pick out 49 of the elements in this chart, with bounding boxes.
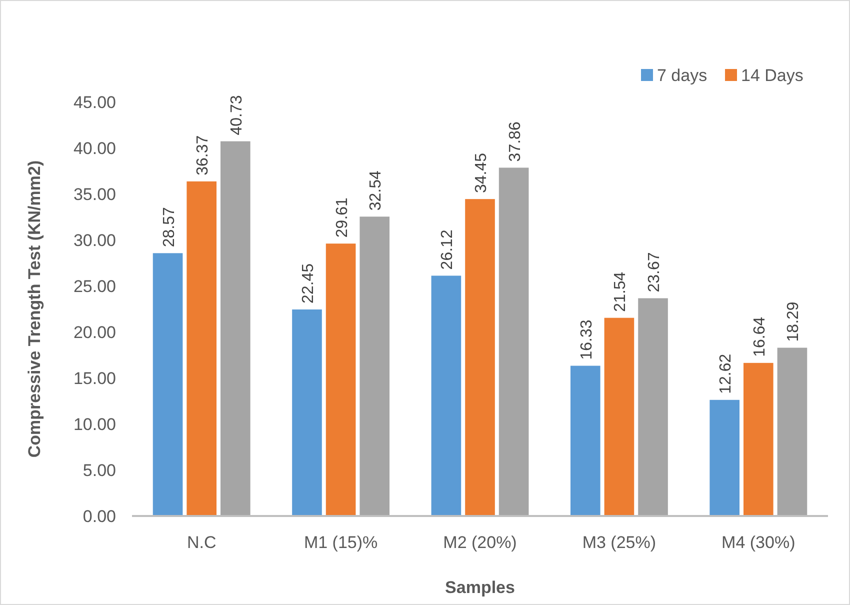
y-tick-label: 30.00: [73, 230, 116, 250]
bar: [152, 253, 183, 516]
y-tick-label: 20.00: [73, 322, 116, 342]
y-tick-label: 45.00: [73, 92, 116, 112]
x-tick-label: M2 (20%): [443, 533, 517, 552]
legend-label: 14 Days: [741, 66, 804, 85]
data-label: 37.86: [506, 122, 524, 162]
data-label: 34.45: [473, 152, 490, 194]
data-label: 21.54: [612, 272, 630, 312]
y-tick-label: 0.00: [82, 506, 116, 526]
bar: [498, 168, 529, 516]
y-tick-label: 5.00: [82, 460, 116, 480]
legend-label: 7 days: [657, 66, 708, 85]
data-label: 28.57: [160, 207, 178, 248]
bar: [570, 366, 600, 516]
bar: [220, 141, 250, 516]
bar: [360, 216, 390, 516]
data-label: 26.12: [439, 230, 456, 270]
y-tick-label: 10.00: [73, 414, 116, 434]
x-tick-label: M1 (15)%: [304, 533, 378, 552]
bar: [777, 348, 808, 516]
bar: [604, 318, 634, 516]
bar: [186, 181, 217, 516]
data-label: 22.45: [300, 263, 317, 304]
data-label: 32.54: [368, 170, 385, 211]
y-tick-label: 25.00: [73, 276, 116, 296]
y-tick-label: 15.00: [73, 368, 116, 388]
x-tick-label: M4 (30%): [722, 533, 796, 552]
y-tick-label: 35.00: [73, 184, 116, 204]
data-label: 18.29: [785, 302, 802, 342]
data-label: 23.67: [646, 252, 664, 292]
bar: [710, 400, 740, 516]
y-axis-title: Compressive Trength Test (KN/mm2): [25, 160, 44, 458]
x-axis-title: Samples: [445, 578, 515, 597]
data-label: 40.73: [228, 95, 246, 136]
bar: [638, 298, 668, 516]
bar: [326, 244, 356, 516]
bar: [292, 309, 322, 516]
x-tick-label: N.C: [186, 533, 216, 552]
data-label: 36.37: [194, 135, 212, 176]
y-tick-label: 40.00: [73, 138, 116, 158]
x-tick-label: M3 (25%): [582, 533, 656, 552]
bar: [743, 362, 774, 516]
data-label: 29.61: [334, 197, 351, 238]
data-label: 16.33: [578, 320, 596, 360]
data-label: 16.64: [751, 316, 768, 357]
bar: [431, 276, 462, 516]
bar: [465, 199, 495, 516]
data-label: 12.62: [718, 354, 735, 394]
